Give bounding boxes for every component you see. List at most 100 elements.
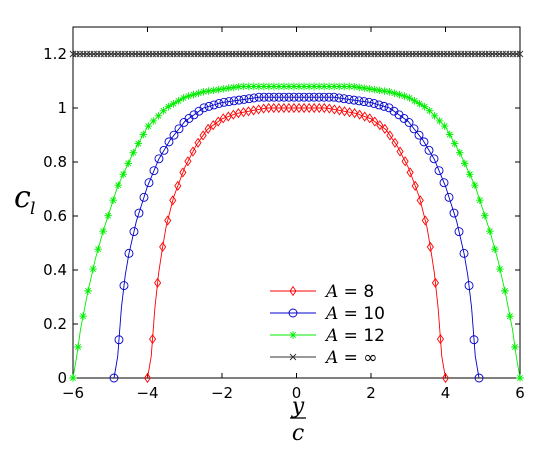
- data-point: [371, 116, 379, 127]
- series-3: [69, 50, 524, 58]
- data-point: [174, 124, 184, 134]
- data-point: [449, 208, 459, 218]
- data-point: [304, 92, 314, 102]
- legend-swatch-marker: [289, 331, 297, 339]
- x-tick-label: 0: [292, 384, 302, 402]
- data-point: [310, 102, 318, 114]
- data-point: [400, 92, 409, 100]
- data-point: [390, 89, 399, 97]
- data-point: [396, 146, 404, 157]
- data-point: [460, 159, 469, 168]
- y-axis-label-main: c: [14, 180, 31, 215]
- data-point: [179, 94, 188, 102]
- data-point: [169, 99, 178, 108]
- data-point: [441, 372, 450, 384]
- data-point: [339, 94, 349, 104]
- data-point: [194, 89, 203, 97]
- data-point: [284, 92, 294, 102]
- data-point: [265, 102, 273, 114]
- legend-label: A = 8: [324, 282, 374, 302]
- data-point: [295, 102, 303, 114]
- data-point: [415, 99, 424, 108]
- data-point: [134, 139, 143, 148]
- legend-label: A = ∞: [324, 348, 378, 368]
- data-point: [154, 277, 162, 288]
- legend-entry: A = 10: [270, 304, 385, 324]
- data-point: [169, 130, 179, 140]
- data-point: [366, 113, 374, 124]
- y-tick-label: 0.6: [43, 207, 67, 225]
- data-point: [420, 102, 429, 111]
- data-point: [360, 84, 369, 92]
- data-point: [154, 112, 163, 120]
- data-point: [325, 82, 333, 91]
- data-point: [119, 170, 128, 179]
- data-point: [174, 180, 182, 191]
- x-tick-label: −2: [211, 384, 233, 402]
- data-point: [275, 82, 283, 91]
- data-point: [329, 92, 339, 102]
- data-point: [391, 137, 399, 148]
- series-line: [113, 96, 480, 379]
- y-tick-label: 0.8: [43, 153, 67, 171]
- data-point: [129, 227, 139, 237]
- data-point: [395, 90, 404, 99]
- data-point: [164, 137, 174, 147]
- data-point: [214, 116, 222, 127]
- data-point: [204, 123, 212, 134]
- data-point: [114, 181, 123, 190]
- data-point: [384, 103, 394, 113]
- x-tick-label: 4: [441, 384, 451, 402]
- legend-entry: A = ∞: [270, 348, 378, 368]
- data-point: [189, 146, 197, 157]
- data-point: [285, 82, 293, 91]
- data-point: [260, 103, 268, 114]
- data-point: [209, 120, 217, 131]
- data-point: [474, 373, 484, 383]
- y-tick-label: 0: [57, 369, 67, 387]
- data-point: [496, 265, 504, 273]
- data-point: [431, 277, 439, 288]
- legend-swatch-marker: [289, 285, 297, 297]
- data-point: [334, 93, 344, 103]
- data-point: [104, 211, 112, 220]
- y-tick-label: 1: [57, 99, 67, 117]
- data-point: [234, 95, 244, 105]
- data-point: [224, 84, 233, 92]
- data-point: [436, 334, 445, 345]
- axis-ticks: −6 −4 −2 0 2 4 6 0 0.2 0.4 0.6 0.8 1 1.2: [43, 27, 525, 402]
- data-point: [229, 83, 238, 92]
- data-point: [199, 103, 209, 113]
- data-point: [224, 97, 234, 107]
- data-point: [319, 92, 329, 102]
- data-point: [114, 335, 124, 345]
- series-layer: [69, 50, 524, 384]
- legend-swatch-marker: [289, 353, 297, 361]
- data-point: [444, 192, 454, 202]
- data-point: [265, 82, 273, 91]
- x-axis-label-numerator: y: [291, 394, 305, 419]
- data-point: [274, 92, 284, 102]
- data-point: [148, 334, 157, 345]
- data-point: [134, 208, 144, 218]
- data-point: [109, 196, 117, 205]
- data-point: [404, 118, 414, 127]
- data-point: [194, 106, 204, 116]
- data-point: [481, 211, 489, 220]
- data-point: [209, 100, 219, 110]
- data-point: [219, 85, 228, 93]
- data-point: [419, 137, 429, 147]
- data-point: [416, 195, 424, 206]
- data-point: [380, 87, 389, 95]
- x-tick-label: −6: [62, 384, 84, 402]
- data-point: [305, 102, 313, 114]
- legend-label: A = 10: [324, 304, 385, 324]
- data-point: [374, 100, 384, 110]
- y-axis-label: c l: [14, 180, 35, 219]
- data-point: [124, 248, 134, 258]
- data-point: [310, 82, 318, 91]
- data-point: [386, 130, 394, 141]
- data-point: [219, 97, 229, 107]
- data-point: [289, 92, 299, 102]
- data-point: [279, 92, 289, 102]
